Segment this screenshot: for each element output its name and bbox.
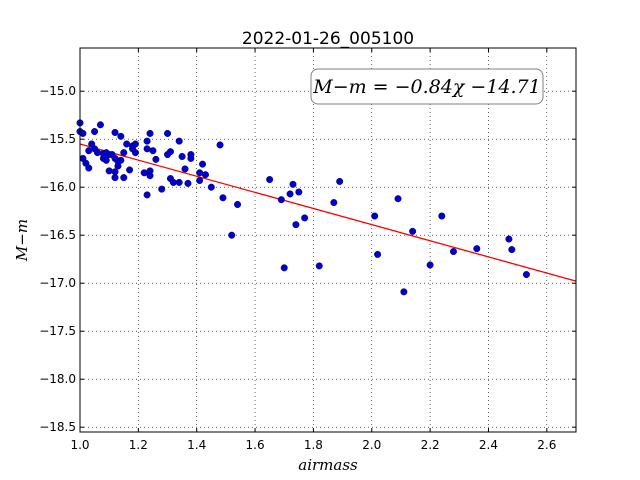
x-tick-label: 1.2 bbox=[129, 438, 148, 452]
data-point bbox=[400, 288, 408, 296]
x-tick-label: 1.6 bbox=[246, 438, 265, 452]
data-point bbox=[94, 149, 102, 157]
data-point bbox=[473, 245, 481, 253]
data-point bbox=[522, 271, 530, 279]
data-point bbox=[315, 262, 323, 270]
data-point bbox=[508, 246, 516, 254]
data-point bbox=[286, 190, 294, 198]
y-axis-label: M−m bbox=[13, 219, 31, 262]
data-point bbox=[102, 156, 110, 164]
data-point bbox=[143, 137, 151, 145]
y-tick-label: −15.5 bbox=[39, 132, 76, 146]
data-point bbox=[79, 129, 87, 137]
data-point bbox=[371, 212, 379, 220]
data-point bbox=[96, 121, 104, 129]
fit-line bbox=[79, 143, 577, 282]
data-point bbox=[438, 212, 446, 220]
x-tick-label: 2.6 bbox=[537, 438, 556, 452]
data-point bbox=[146, 129, 154, 137]
data-point bbox=[149, 147, 157, 155]
data-point bbox=[505, 235, 513, 243]
data-point bbox=[277, 196, 285, 204]
data-point bbox=[117, 156, 125, 164]
data-point bbox=[199, 160, 207, 168]
data-point bbox=[292, 221, 300, 229]
x-axis-label: airmass bbox=[298, 456, 358, 474]
x-tick-label: 1.8 bbox=[304, 438, 323, 452]
y-tick-label: −18.0 bbox=[39, 372, 76, 386]
x-tick-label: 2.0 bbox=[362, 438, 381, 452]
data-point bbox=[187, 154, 195, 162]
data-point bbox=[85, 147, 93, 155]
data-point bbox=[336, 177, 344, 185]
data-point bbox=[117, 132, 125, 140]
data-points bbox=[76, 119, 530, 296]
data-point bbox=[175, 137, 183, 145]
data-point bbox=[175, 178, 183, 186]
data-point bbox=[123, 140, 131, 148]
data-point bbox=[266, 176, 274, 184]
data-point bbox=[146, 172, 154, 180]
data-point bbox=[219, 194, 227, 202]
data-point bbox=[295, 188, 303, 196]
axis-ticks: 1.0 1.2 1.4 1.6 1.8 2.0 2.2 2.4 2.6 −15.0 −15.5 −16… bbox=[39, 48, 576, 452]
data-point bbox=[126, 166, 134, 174]
data-point bbox=[394, 195, 402, 203]
data-point bbox=[111, 174, 119, 182]
data-point bbox=[289, 180, 297, 188]
data-point bbox=[184, 179, 192, 187]
data-point bbox=[426, 261, 434, 269]
data-point bbox=[91, 128, 99, 136]
data-point bbox=[143, 191, 151, 199]
data-point bbox=[207, 183, 215, 191]
data-point bbox=[178, 152, 186, 160]
y-tick-label: −18.5 bbox=[39, 420, 76, 434]
x-tick-label: 1.4 bbox=[187, 438, 206, 452]
data-point bbox=[131, 140, 139, 148]
data-point bbox=[234, 200, 242, 208]
x-tick-label: 2.4 bbox=[479, 438, 498, 452]
data-point bbox=[181, 165, 189, 173]
data-point bbox=[374, 250, 382, 258]
chart-title: 2022-01-26_005100 bbox=[242, 29, 414, 49]
data-point bbox=[120, 174, 128, 182]
data-point bbox=[201, 171, 209, 179]
data-point bbox=[330, 199, 338, 207]
data-point bbox=[111, 128, 119, 136]
data-point bbox=[143, 145, 151, 153]
data-point bbox=[131, 149, 139, 157]
fit-line-layer bbox=[79, 143, 577, 282]
x-tick-label: 2.2 bbox=[421, 438, 440, 452]
plot-frame bbox=[79, 47, 577, 433]
data-point bbox=[85, 164, 93, 172]
data-point bbox=[140, 169, 148, 177]
data-point bbox=[409, 227, 417, 235]
data-point bbox=[196, 169, 204, 177]
data-point bbox=[105, 167, 113, 175]
grid-lines bbox=[79, 48, 576, 432]
data-point bbox=[216, 141, 224, 149]
y-tick-label: −17.0 bbox=[39, 276, 76, 290]
data-point bbox=[280, 264, 288, 272]
y-tick-label: −16.0 bbox=[39, 180, 76, 194]
y-tick-label: −16.5 bbox=[39, 228, 76, 242]
data-point bbox=[228, 231, 236, 239]
equation-box: M−m = −0.84χ −14.71 bbox=[310, 68, 544, 105]
data-point bbox=[158, 185, 166, 193]
equation-text: M−m = −0.84χ −14.71 bbox=[312, 76, 540, 98]
data-point bbox=[449, 248, 457, 256]
data-point bbox=[164, 129, 172, 137]
data-point bbox=[169, 178, 177, 186]
y-tick-label: −17.5 bbox=[39, 324, 76, 338]
data-point bbox=[301, 214, 309, 222]
data-point bbox=[166, 148, 174, 156]
data-point bbox=[196, 176, 204, 184]
y-tick-label: −15.0 bbox=[39, 84, 76, 98]
data-point bbox=[152, 155, 160, 163]
data-point bbox=[120, 149, 128, 157]
x-tick-label: 1.0 bbox=[70, 438, 89, 452]
